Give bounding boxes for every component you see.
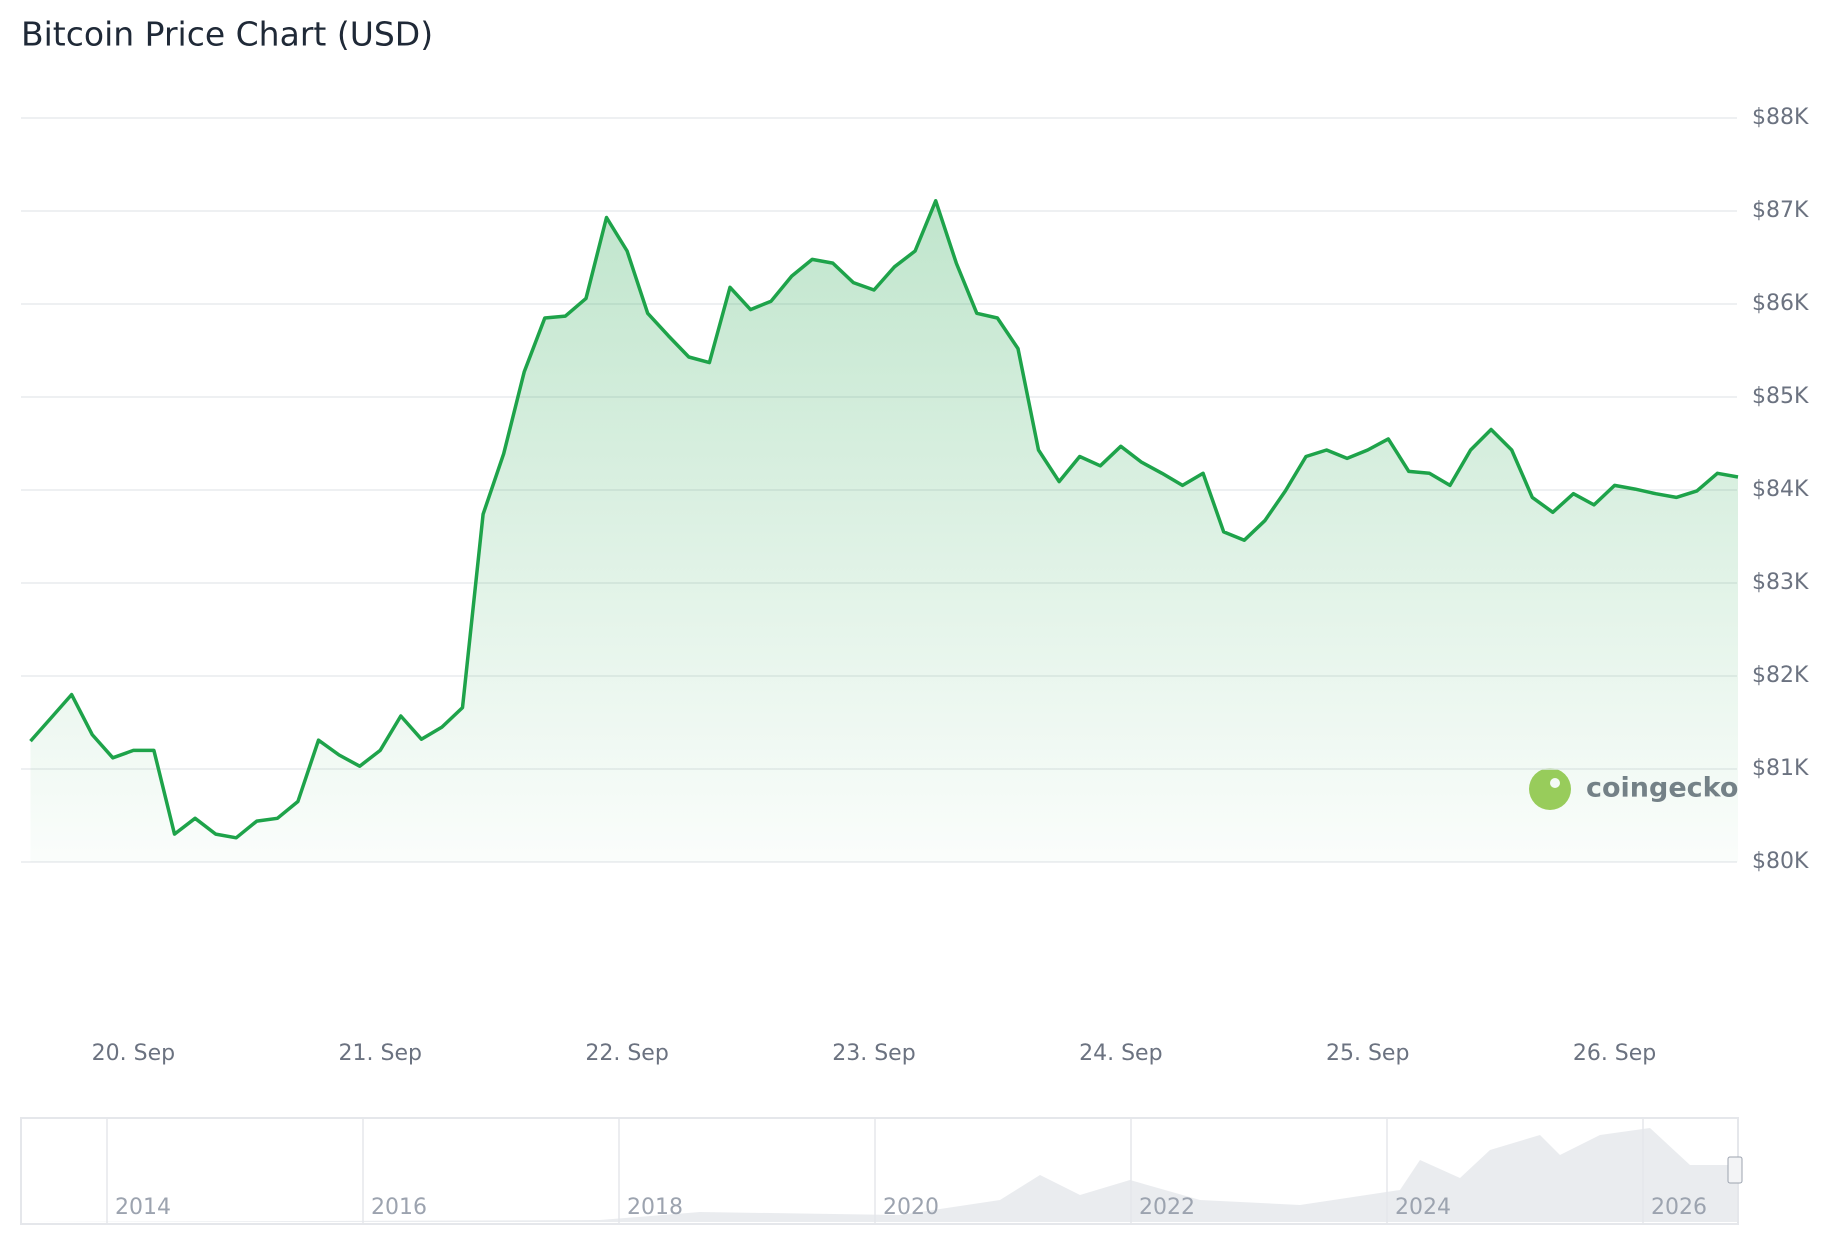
navigator-area [21, 1128, 1738, 1222]
navigator-label: 2026 [1651, 1195, 1707, 1220]
navigator-label: 2018 [627, 1195, 683, 1220]
chart-title: Bitcoin Price Chart (USD) [21, 15, 433, 54]
x-tick-label: 26. Sep [1573, 1041, 1656, 1066]
navigator-label: 2022 [1139, 1195, 1195, 1220]
navigator-label: 2020 [883, 1195, 939, 1220]
y-tick-label: $86K [1752, 291, 1809, 316]
y-tick-label: $85K [1752, 384, 1809, 409]
price-area [30, 200, 1738, 863]
navigator-labels: 2014 2016 2018 2020 2022 2024 2026 [106, 1118, 1707, 1224]
x-tick-label: 21. Sep [339, 1041, 422, 1066]
y-tick-label: $87K [1752, 198, 1809, 223]
y-tick-label: $80K [1752, 849, 1809, 874]
y-tick-label: $82K [1752, 663, 1809, 688]
navigator-handle[interactable] [1727, 1156, 1743, 1184]
x-tick-label: 23. Sep [832, 1041, 915, 1066]
navigator-label: 2016 [371, 1195, 427, 1220]
x-tick-label: 24. Sep [1079, 1041, 1162, 1066]
y-tick-label: $84K [1752, 477, 1809, 502]
price-line [29, 199, 1739, 840]
navigator-label: 2024 [1395, 1195, 1451, 1220]
x-tick-label: 20. Sep [92, 1041, 175, 1066]
y-tick-label: $81K [1752, 756, 1809, 781]
x-tick-label: 25. Sep [1326, 1041, 1409, 1066]
y-tick-label: $88K [1752, 105, 1809, 130]
navigator-label: 2014 [115, 1195, 171, 1220]
y-tick-label: $83K [1752, 570, 1809, 595]
x-tick-label: 22. Sep [585, 1041, 668, 1066]
